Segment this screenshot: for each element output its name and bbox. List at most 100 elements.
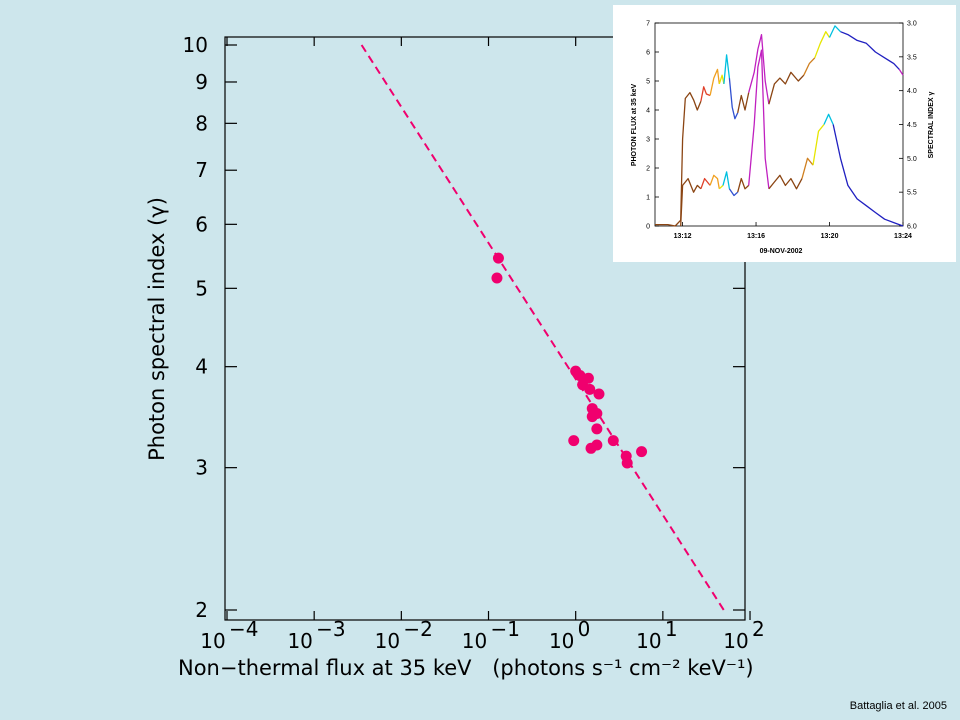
x-axis-ticks: 10 −4 10 −3 10 −2 10 −1 10 0 10 1 10 2 bbox=[200, 37, 765, 653]
inset-photon-flux-segment bbox=[840, 31, 900, 70]
inset-right-tick-label: 3.0 bbox=[907, 21, 917, 28]
x-tick-label: 10 bbox=[549, 629, 574, 653]
y-axis-title: Photon spectral index (γ) bbox=[145, 197, 169, 461]
inset-photon-flux-segment bbox=[748, 33, 770, 105]
inset-spectral-index-segment bbox=[768, 174, 803, 190]
inset-left-tick-label: 0 bbox=[646, 224, 650, 231]
data-point bbox=[584, 383, 596, 395]
data-point bbox=[636, 446, 648, 458]
data-point bbox=[593, 388, 605, 400]
x-tick-exponent: 1 bbox=[665, 617, 678, 641]
inset-x-tick-label: 13:16 bbox=[747, 233, 765, 240]
inset-x-tick-label: 13:24 bbox=[894, 233, 912, 240]
plot-frame bbox=[224, 36, 746, 621]
inset-left-axis-label: PHOTON FLUX at 35 keV bbox=[631, 84, 638, 167]
inset-photon-flux-segment bbox=[723, 54, 731, 84]
inset-left-tick-label: 7 bbox=[646, 21, 650, 28]
y-tick-label: 10 bbox=[183, 33, 208, 57]
inset-right-tick-label: 6.0 bbox=[907, 224, 917, 231]
y-tick-label: 7 bbox=[195, 158, 208, 182]
data-point bbox=[568, 435, 580, 447]
x-tick-label: 10 bbox=[636, 629, 661, 653]
inset-right-axis-label: SPECTRAL INDEX γ bbox=[928, 92, 935, 159]
inset-left-tick-label: 1 bbox=[646, 195, 650, 202]
inset-spectral-index-segment bbox=[823, 113, 834, 125]
inset-spectral-index-segment bbox=[728, 188, 739, 197]
data-point bbox=[492, 252, 504, 264]
x-tick-exponent: −2 bbox=[403, 617, 432, 641]
x-tick-label: 10 bbox=[375, 629, 400, 653]
x-axis-title: Non−thermal flux at 35 keV (photons s⁻¹ … bbox=[178, 656, 754, 680]
inset-photon-flux-segment bbox=[814, 31, 831, 59]
inset-spectral-index-segment bbox=[737, 177, 750, 193]
inset-photon-flux-segment bbox=[655, 91, 702, 227]
x-tick-exponent: −4 bbox=[229, 617, 258, 641]
x-tick-exponent: −3 bbox=[316, 617, 345, 641]
inset-spectral-index-segment bbox=[709, 174, 720, 189]
inset-spectral-index-segment bbox=[718, 184, 724, 190]
data-point bbox=[574, 370, 586, 382]
y-tick-label: 4 bbox=[195, 355, 208, 379]
x-tick-exponent: 2 bbox=[752, 617, 765, 641]
inset-photon-flux-segment bbox=[737, 92, 750, 114]
inset-photon-flux-segment bbox=[898, 69, 904, 76]
fit-line bbox=[360, 44, 725, 611]
inset-left-tick-label: 4 bbox=[646, 108, 650, 115]
inset-left-tick-label: 6 bbox=[646, 50, 650, 57]
inset-spectral-index-segment bbox=[680, 177, 702, 227]
inset-photon-flux-segment bbox=[803, 57, 816, 76]
data-points-group bbox=[491, 252, 648, 469]
data-point bbox=[621, 457, 633, 469]
inset-spectral-index-segment bbox=[748, 49, 770, 189]
inset-axis-ticks: 13:12 13:16 13:20 13:24 0 1 2 3 4 5 6 7 3.0 3.5 4.0 4.5… bbox=[646, 21, 917, 241]
data-point bbox=[491, 272, 503, 284]
inset-right-tick-label: 4.5 bbox=[907, 122, 917, 129]
y-tick-label: 6 bbox=[195, 212, 208, 236]
data-point bbox=[607, 435, 619, 447]
inset-spectral-index-segment bbox=[722, 171, 731, 189]
inset-x-tick-label: 13:12 bbox=[674, 233, 692, 240]
inset-photon-flux-segment bbox=[828, 25, 841, 38]
y-tick-label: 2 bbox=[195, 598, 208, 622]
x-tick-label: 10 bbox=[200, 629, 225, 653]
fit-line-group bbox=[360, 44, 725, 611]
y-tick-label: 3 bbox=[195, 456, 208, 480]
inset-chart: 13:12 13:16 13:20 13:24 0 1 2 3 4 5 6 7 3.0 3.5 4.0 4.5… bbox=[631, 21, 935, 256]
inset-series-group bbox=[655, 25, 904, 227]
inset-right-tick-label: 5.5 bbox=[907, 190, 917, 197]
inset-time-profile-panel: 13:12 13:16 13:20 13:24 0 1 2 3 4 5 6 7 3.0 3.5 4.0 4.5… bbox=[613, 5, 956, 262]
inset-spectral-index-segment bbox=[812, 124, 825, 166]
inset-left-tick-label: 5 bbox=[646, 79, 650, 86]
inset-spectral-index-segment bbox=[801, 157, 814, 179]
data-point bbox=[586, 411, 598, 423]
y-tick-label: 9 bbox=[195, 70, 208, 94]
y-tick-label: 8 bbox=[195, 111, 208, 135]
inset-photon-flux-segment bbox=[700, 86, 711, 102]
y-tick-label: 5 bbox=[195, 276, 208, 300]
x-axis-label: Non−thermal flux at 35 keV bbox=[178, 656, 472, 680]
citation-text: Battaglia et al. 2005 bbox=[849, 700, 947, 712]
inset-right-tick-label: 3.5 bbox=[907, 54, 917, 61]
inset-spectral-index-segment bbox=[700, 177, 711, 190]
inset-photon-flux-segment bbox=[768, 71, 805, 105]
x-tick-label: 10 bbox=[723, 629, 748, 653]
inset-photon-flux-segment bbox=[718, 74, 725, 85]
data-point bbox=[591, 423, 603, 435]
x-tick-label: 10 bbox=[287, 629, 312, 653]
x-tick-exponent: 0 bbox=[578, 617, 591, 641]
x-tick-label: 10 bbox=[462, 629, 487, 653]
x-tick-exponent: −1 bbox=[491, 617, 520, 641]
inset-right-tick-label: 4.0 bbox=[907, 88, 917, 95]
inset-x-tick-label: 13:20 bbox=[821, 233, 839, 240]
x-axis-units: (photons s⁻¹ cm⁻² keV⁻¹) bbox=[492, 656, 753, 680]
inset-left-tick-label: 3 bbox=[646, 137, 650, 144]
inset-plot-frame bbox=[654, 22, 904, 227]
inset-spectral-index-segment bbox=[832, 124, 904, 227]
data-point bbox=[585, 442, 597, 454]
inset-left-tick-label: 2 bbox=[646, 166, 650, 173]
inset-photon-flux-segment bbox=[728, 78, 739, 120]
inset-x-axis-label: 09-NOV-2002 bbox=[760, 248, 803, 255]
inset-photon-flux-segment bbox=[709, 68, 720, 96]
